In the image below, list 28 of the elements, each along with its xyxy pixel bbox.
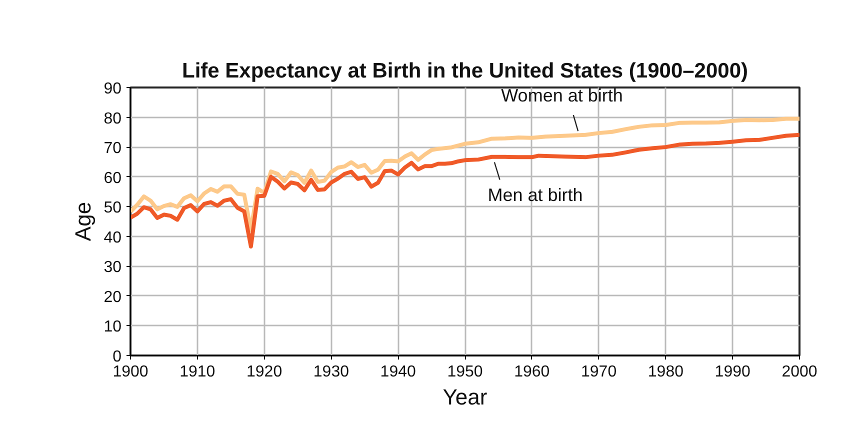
x-tick-label: 1950 <box>447 364 483 380</box>
x-tick-label: 1920 <box>246 364 282 380</box>
y-tick-label: 50 <box>104 200 122 217</box>
y-tick-label: 70 <box>104 140 122 158</box>
y-tick-label: 10 <box>104 318 122 336</box>
chart-title: Life Expectancy at Birth in the United States (1900–2000) <box>182 60 748 82</box>
x-tick-label: 1960 <box>514 364 550 380</box>
y-tick-label: 20 <box>104 288 122 306</box>
line-series <box>130 132 800 249</box>
x-tick-label: 2000 <box>782 364 818 380</box>
y-tick-label: 60 <box>104 170 122 187</box>
y-tick-label: 80 <box>104 110 122 128</box>
x-tick-label: 1910 <box>180 364 216 380</box>
x-axis-title: Year <box>442 384 488 410</box>
series-label: Men at birth <box>488 185 583 206</box>
y-tick-label: 40 <box>104 229 122 246</box>
x-tick-label: 1900 <box>112 364 148 380</box>
line-series <box>130 116 800 232</box>
series-label: Women at birth <box>501 86 623 106</box>
x-tick-label: 1990 <box>714 364 750 380</box>
x-tick-label: 1970 <box>581 364 617 380</box>
x-tick-label: 1930 <box>313 364 350 380</box>
x-tick-label: 1940 <box>380 364 416 380</box>
y-tick-label: 90 <box>104 80 122 98</box>
y-tick-label: 30 <box>104 259 122 276</box>
y-tick-label: 0 <box>112 348 122 366</box>
x-tick-label: 1980 <box>648 364 684 380</box>
y-axis-title: Age <box>70 202 96 242</box>
